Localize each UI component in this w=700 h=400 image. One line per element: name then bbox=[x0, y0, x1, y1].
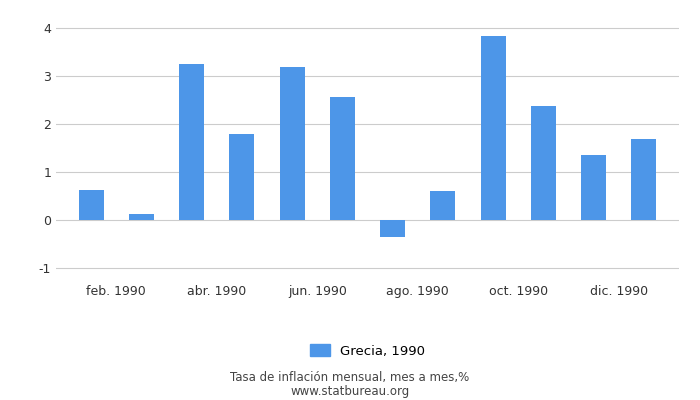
Bar bbox=[531, 106, 556, 220]
Bar bbox=[430, 191, 456, 220]
Bar bbox=[78, 190, 104, 220]
Bar bbox=[330, 97, 355, 220]
Bar bbox=[581, 155, 606, 220]
Bar bbox=[631, 139, 657, 220]
Bar bbox=[279, 67, 304, 220]
Bar bbox=[480, 36, 505, 220]
Legend: Grecia, 1990: Grecia, 1990 bbox=[310, 344, 425, 358]
Bar bbox=[230, 134, 255, 220]
Bar bbox=[129, 214, 154, 220]
Text: www.statbureau.org: www.statbureau.org bbox=[290, 385, 410, 398]
Bar bbox=[380, 220, 405, 237]
Text: Tasa de inflación mensual, mes a mes,%: Tasa de inflación mensual, mes a mes,% bbox=[230, 372, 470, 384]
Bar bbox=[179, 64, 204, 220]
